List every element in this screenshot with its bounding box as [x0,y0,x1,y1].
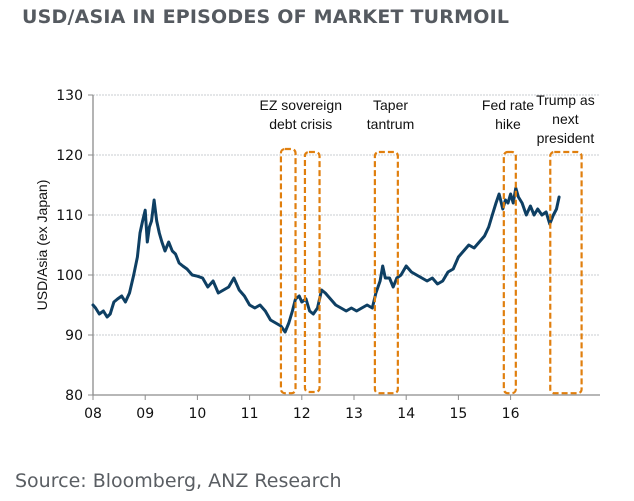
x-tick-label: 14 [397,406,415,422]
annotation-line: Taper [373,97,408,113]
annotation-line: EZ sovereign [260,97,342,113]
x-tick-label: 08 [84,406,102,422]
chart-title: USD/ASIA IN EPISODES OF MARKET TURMOIL [22,6,510,28]
annotation-line: president [537,130,595,146]
episode-annotation: Taper tantrum [367,97,414,132]
annotation-line: Fed rate [482,97,534,113]
y-tick-label: 130 [56,88,83,104]
y-tick-label: 110 [56,208,83,224]
source-note: Source: Bloomberg, ANZ Research [15,470,342,492]
chart: 80 90 100 110 120 130 08 09 10 11 12 13 14 15 16 EZ so… [34,88,600,422]
axes: 80 90 100 110 120 130 08 09 10 11 12 13 14 15 16 [56,88,600,422]
x-tick-label: 12 [293,406,311,422]
y-tick-label: 90 [65,328,83,344]
x-tick-label: 15 [449,406,467,422]
x-tick-label: 16 [502,406,520,422]
annotation-line: Trump as [536,92,595,108]
x-tick-label: 13 [345,406,363,422]
x-tick-label: 09 [136,406,154,422]
episode-annotation: Trump as next president [536,92,595,146]
episode-annotation: Fed rate hike [482,97,534,132]
episode-boxes [279,147,583,395]
y-axis-label: USD/Asia (ex Japan) [34,180,50,311]
x-tick-label: 11 [241,406,259,422]
y-tick-label: 120 [56,148,83,164]
series-layer [91,186,561,334]
episode-box [279,147,297,395]
annotations: EZ sovereign debt crisis Taper tantrum Fed r… [260,92,595,146]
annotation-line: tantrum [367,116,414,132]
series-line [91,186,561,334]
episode-box [502,150,517,395]
annotation-line: hike [495,116,521,132]
y-tick-label: 100 [56,268,83,284]
episode-box [373,150,399,395]
episode-box [303,150,321,394]
y-tick-label: 80 [65,388,83,404]
gridlines [93,94,600,336]
x-tick-label: 10 [188,406,206,422]
annotation-line: debt crisis [269,116,332,132]
episode-box [549,150,583,395]
annotation-line: next [552,111,579,127]
episode-annotation: EZ sovereign debt crisis [260,97,342,132]
